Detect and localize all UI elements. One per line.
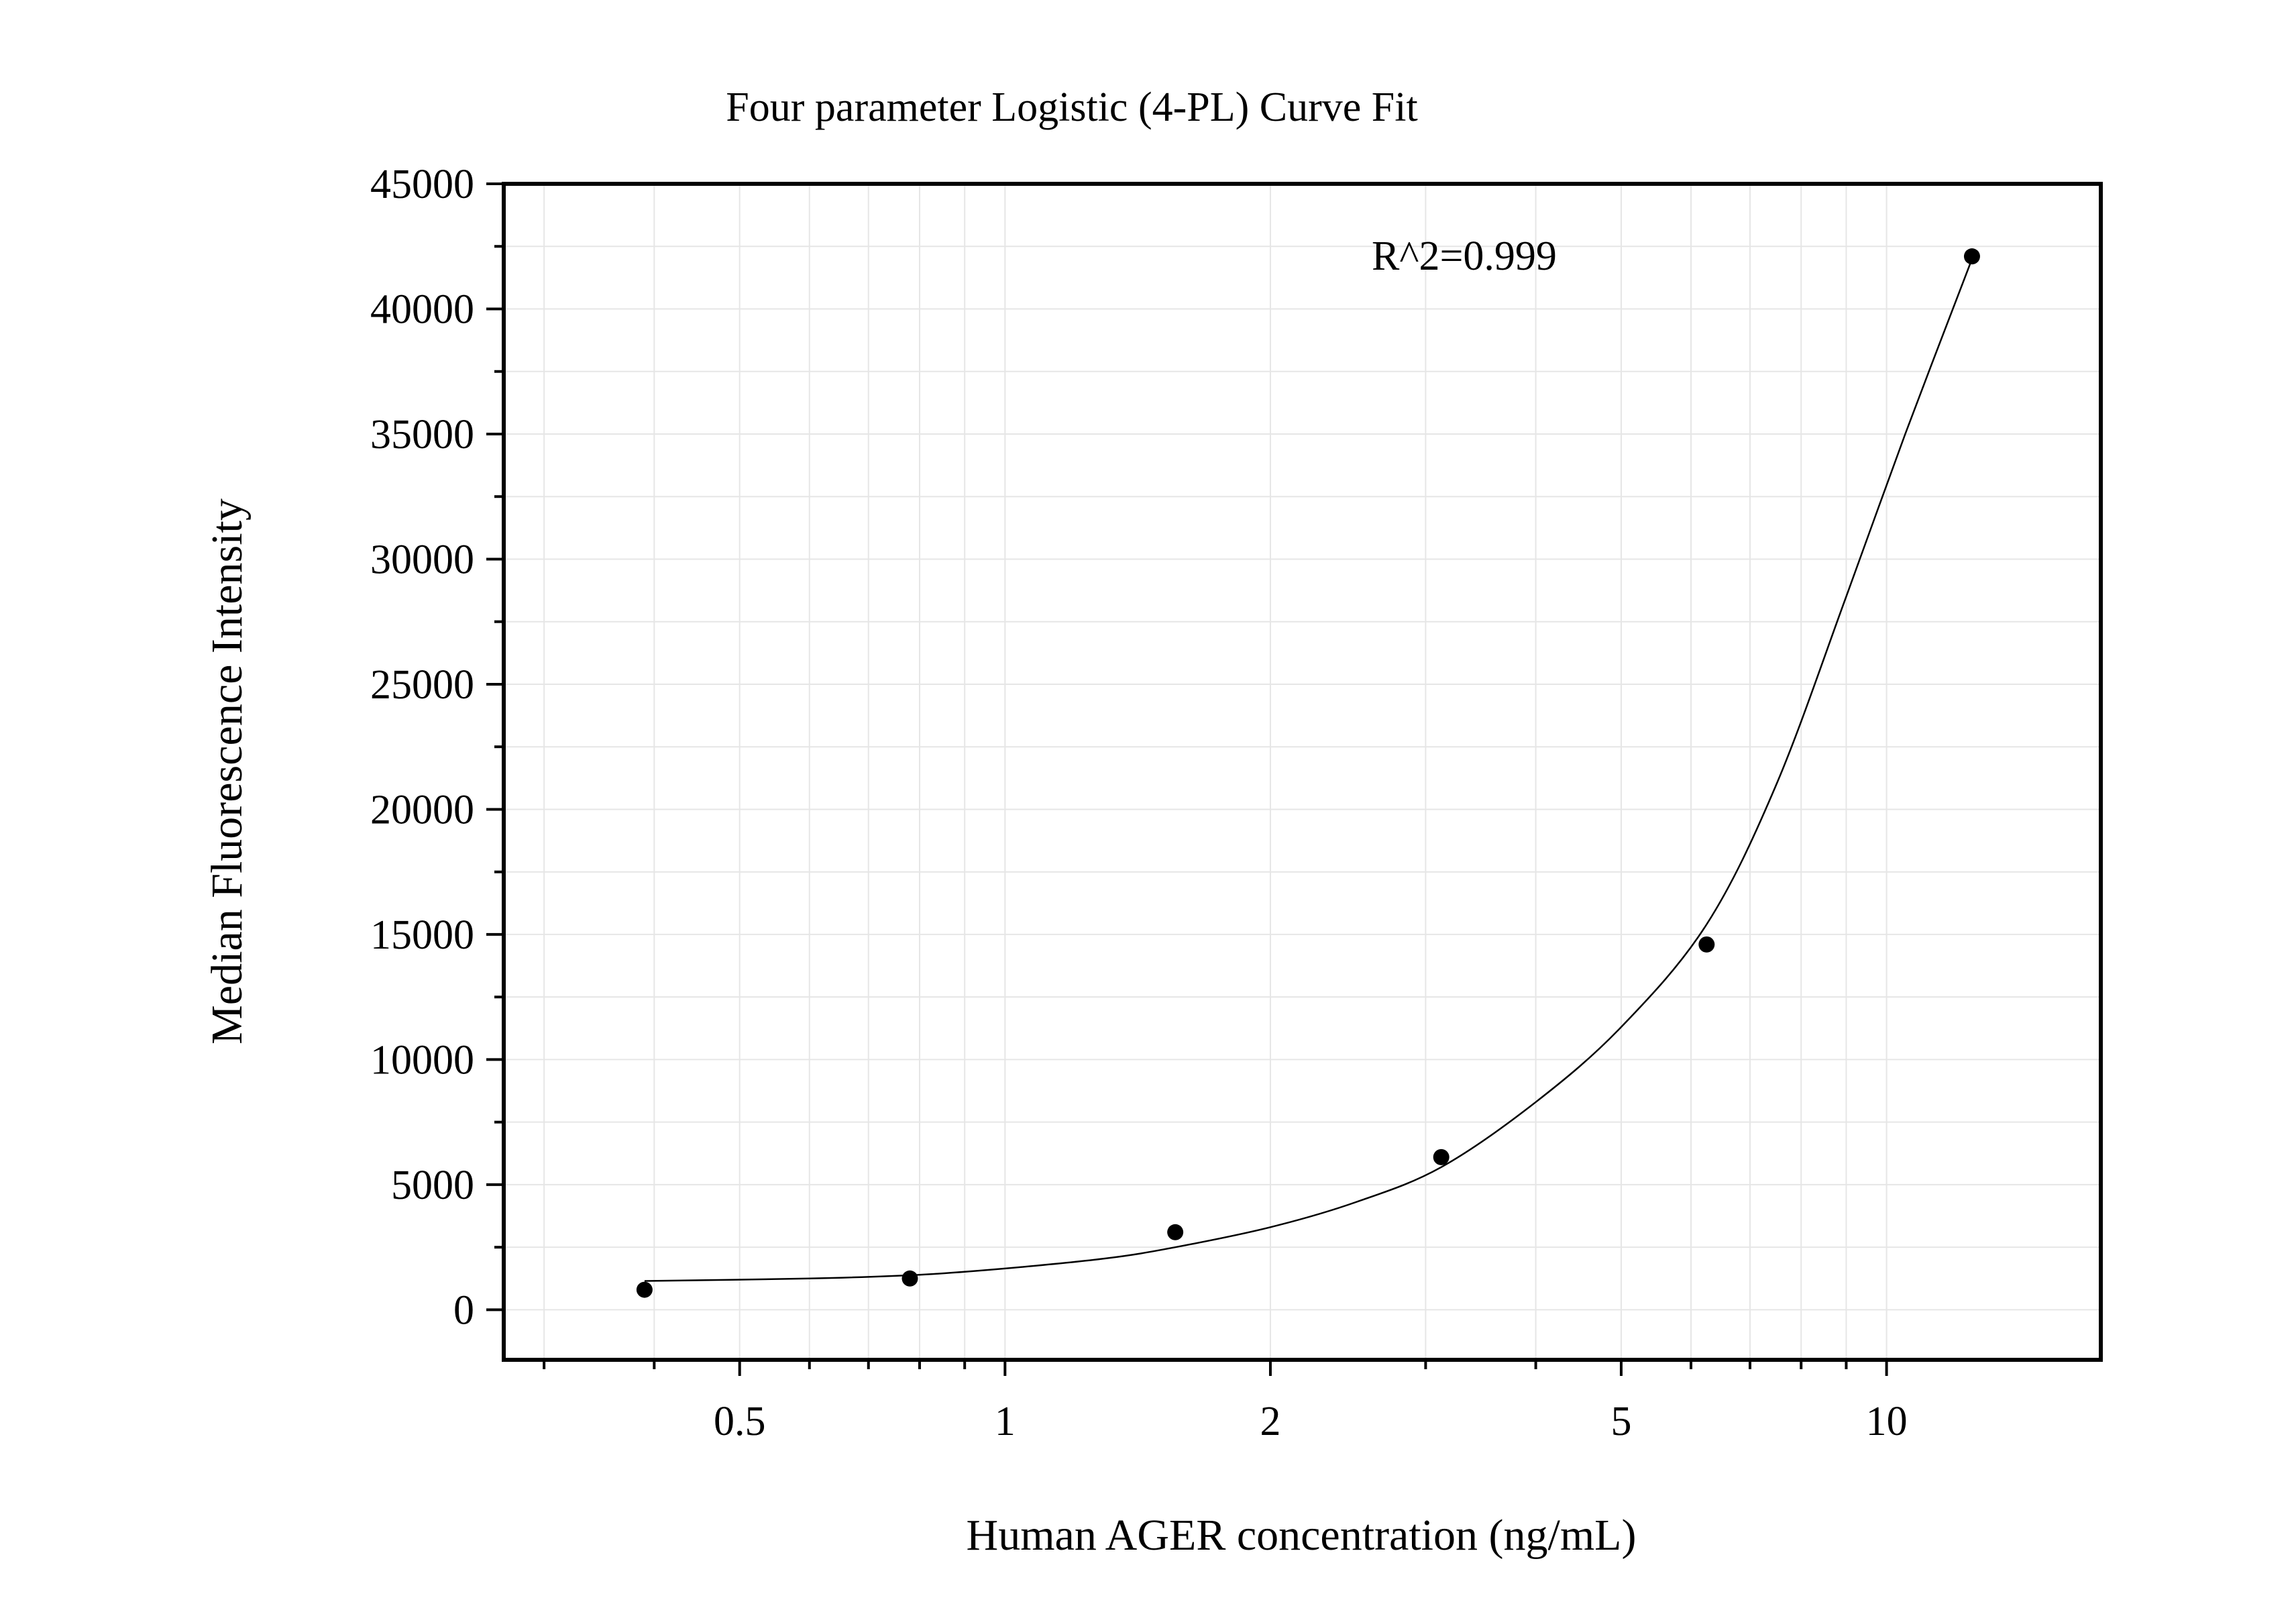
y-tick-label: 35000	[370, 412, 474, 458]
y-tick-label: 20000	[370, 787, 474, 833]
y-tick-label: 40000	[370, 286, 474, 332]
data-point	[636, 1281, 653, 1298]
fit-curve-layer	[644, 258, 1973, 1282]
fit-curve-line	[644, 258, 1973, 1282]
x-axis: 0.5 1 2 5 10	[543, 1360, 1908, 1444]
chart-title: Four parameter Logistic (4-PL) Curve Fit	[726, 85, 1417, 130]
y-tick-label: 30000	[370, 537, 474, 582]
y-axis: 0 5000 10000 15000 20000 25000 30000 35000 40000…	[370, 162, 504, 1333]
r-squared-annotation: R^2=0.999	[1372, 233, 1557, 279]
grid	[504, 183, 2101, 1360]
y-tick-label: 45000	[370, 162, 474, 207]
x-tick-label: 1	[995, 1399, 1016, 1444]
x-tick-label: 10	[1866, 1399, 1908, 1444]
data-point	[1698, 936, 1715, 953]
plot-frame	[502, 182, 2103, 1362]
y-tick-label: 0	[453, 1287, 474, 1333]
x-axis-title: Human AGER concentration (ng/mL)	[967, 1511, 1637, 1560]
data-point	[901, 1270, 918, 1287]
data-point	[1963, 248, 1980, 265]
x-tick-label: 2	[1260, 1399, 1280, 1444]
data-point	[1433, 1148, 1450, 1165]
y-axis-title: Median Fluorescence Intensity	[203, 498, 252, 1045]
x-tick-label: 0.5	[714, 1399, 766, 1444]
x-tick-label: 5	[1610, 1399, 1631, 1444]
y-tick-label: 25000	[370, 662, 474, 708]
data-points-layer	[636, 248, 1980, 1298]
y-tick-label: 15000	[370, 912, 474, 958]
y-tick-label: 10000	[370, 1037, 474, 1083]
data-point	[1167, 1224, 1184, 1240]
y-tick-label: 5000	[391, 1163, 474, 1208]
